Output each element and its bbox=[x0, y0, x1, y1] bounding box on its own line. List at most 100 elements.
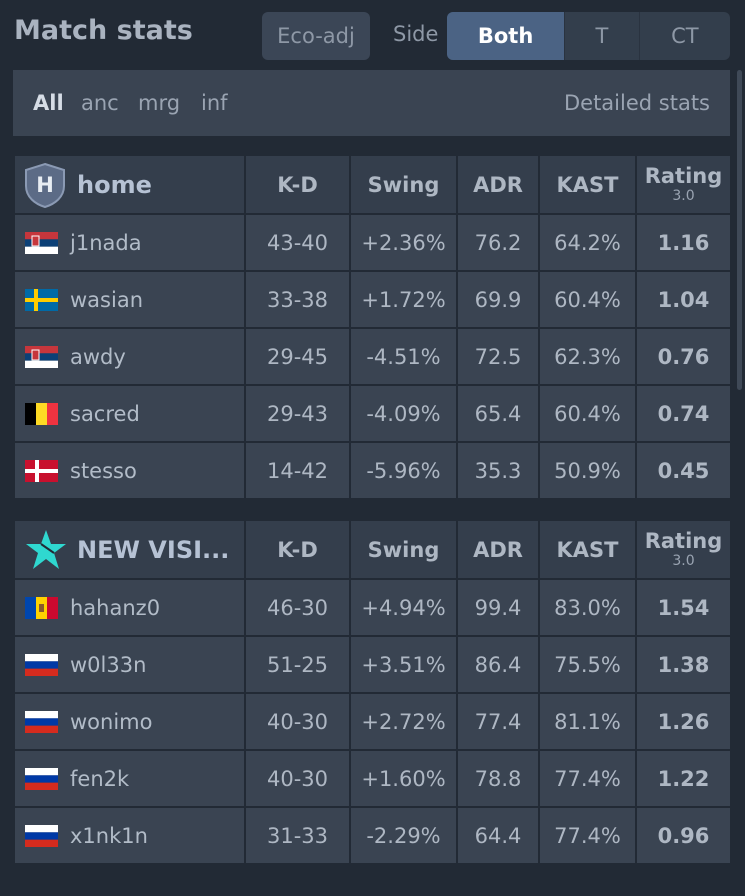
swing-value: +1.72% bbox=[349, 270, 458, 329]
adr-value: 76.2 bbox=[456, 213, 540, 272]
table-row[interactable]: fen2k 40-30 +1.60% 78.8 77.4% 1.22 bbox=[13, 749, 732, 808]
col-adr[interactable]: ADR bbox=[456, 519, 540, 580]
col-kd[interactable]: K-D bbox=[244, 519, 351, 580]
kd-value: 43-40 bbox=[244, 213, 351, 272]
col-kast[interactable]: KAST bbox=[538, 154, 637, 215]
swing-value: -5.96% bbox=[349, 441, 458, 500]
adr-value: 78.8 bbox=[456, 749, 540, 808]
kd-value: 31-33 bbox=[244, 806, 351, 865]
scrollbar[interactable] bbox=[737, 70, 742, 390]
table-row[interactable]: j1nada 43-40 +2.36% 76.2 64.2% 1.16 bbox=[13, 213, 732, 272]
kast-value: 81.1% bbox=[538, 692, 637, 751]
player-name[interactable]: awdy bbox=[70, 344, 126, 369]
player-name[interactable]: sacred bbox=[70, 401, 140, 426]
player-name[interactable]: wonimo bbox=[70, 709, 153, 734]
rating-value: 1.26 bbox=[635, 692, 732, 751]
col-swing[interactable]: Swing bbox=[349, 519, 458, 580]
detailed-stats-link[interactable]: Detailed stats bbox=[563, 91, 710, 115]
swing-value: +4.94% bbox=[349, 578, 458, 637]
rating-value: 0.74 bbox=[635, 384, 732, 443]
col-rating[interactable]: Rating 3.0 bbox=[635, 519, 732, 580]
russia-flag-icon bbox=[25, 710, 58, 733]
sweden-flag-icon bbox=[25, 288, 58, 311]
moldova-flag-icon bbox=[25, 596, 58, 619]
table-row[interactable]: hahanz0 46-30 +4.94% 99.4 83.0% 1.54 bbox=[13, 578, 732, 637]
kast-value: 62.3% bbox=[538, 327, 637, 386]
kast-value: 50.9% bbox=[538, 441, 637, 500]
kast-value: 75.5% bbox=[538, 635, 637, 694]
rating-value: 0.76 bbox=[635, 327, 732, 386]
col-adr[interactable]: ADR bbox=[456, 154, 540, 215]
map-filter-mrg[interactable]: mrg bbox=[138, 91, 181, 115]
serbia-flag-icon bbox=[25, 231, 58, 254]
rating-value: 1.16 bbox=[635, 213, 732, 272]
kast-value: 64.2% bbox=[538, 213, 637, 272]
table-row[interactable]: w0l33n 51-25 +3.51% 86.4 75.5% 1.38 bbox=[13, 635, 732, 694]
side-ct-button[interactable]: CT bbox=[671, 24, 699, 48]
map-filter-all[interactable]: All bbox=[33, 91, 64, 115]
team-header-cell: H home bbox=[13, 154, 246, 215]
table-row[interactable]: awdy 29-45 -4.51% 72.5 62.3% 0.76 bbox=[13, 327, 732, 386]
swing-value: -2.29% bbox=[349, 806, 458, 865]
side-t-button[interactable]: T bbox=[565, 12, 640, 60]
rating-value: 1.22 bbox=[635, 749, 732, 808]
kast-value: 60.4% bbox=[538, 270, 637, 329]
swing-value: +3.51% bbox=[349, 635, 458, 694]
player-name[interactable]: j1nada bbox=[70, 230, 142, 255]
player-name[interactable]: fen2k bbox=[70, 766, 130, 791]
team-name[interactable]: NEW VISI... bbox=[77, 535, 230, 564]
kd-value: 40-30 bbox=[244, 692, 351, 751]
col-swing[interactable]: Swing bbox=[349, 154, 458, 215]
map-filter-bar: All anc mrg inf Detailed stats bbox=[13, 70, 730, 136]
player-name[interactable]: x1nk1n bbox=[70, 823, 148, 848]
table-row[interactable]: x1nk1n 31-33 -2.29% 64.4 77.4% 0.96 bbox=[13, 806, 732, 865]
rating-value: 1.38 bbox=[635, 635, 732, 694]
top-bar: Match stats Eco-adj Side Both T CT bbox=[0, 0, 745, 70]
map-filter-inf[interactable]: inf bbox=[201, 91, 228, 115]
kd-value: 51-25 bbox=[244, 635, 351, 694]
table-row[interactable]: wonimo 40-30 +2.72% 77.4 81.1% 1.26 bbox=[13, 692, 732, 751]
star-logo-icon bbox=[23, 527, 67, 573]
adr-value: 64.4 bbox=[456, 806, 540, 865]
col-kast[interactable]: KAST bbox=[538, 519, 637, 580]
kd-value: 40-30 bbox=[244, 749, 351, 808]
russia-flag-icon bbox=[25, 824, 58, 847]
kast-value: 60.4% bbox=[538, 384, 637, 443]
side-selector: Both T CT bbox=[447, 12, 730, 60]
adr-value: 65.4 bbox=[456, 384, 540, 443]
team-shield-logo-icon: H bbox=[23, 162, 67, 208]
table-row[interactable]: wasian 33-38 +1.72% 69.9 60.4% 1.04 bbox=[13, 270, 732, 329]
denmark-flag-icon bbox=[25, 459, 58, 482]
col-kd[interactable]: K-D bbox=[244, 154, 351, 215]
player-name[interactable]: w0l33n bbox=[70, 652, 147, 677]
team-table-home: H home K-D Swing ADR KAST Rating 3.0 j1na… bbox=[13, 154, 732, 500]
player-name[interactable]: hahanz0 bbox=[70, 595, 161, 620]
kd-value: 46-30 bbox=[244, 578, 351, 637]
adr-value: 99.4 bbox=[456, 578, 540, 637]
kast-value: 77.4% bbox=[538, 806, 637, 865]
eco-adjust-toggle[interactable]: Eco-adj bbox=[262, 12, 370, 60]
page-title: Match stats bbox=[14, 15, 193, 46]
rating-value: 0.96 bbox=[635, 806, 732, 865]
kd-value: 14-42 bbox=[244, 441, 351, 500]
table-row[interactable]: sacred 29-43 -4.09% 65.4 60.4% 0.74 bbox=[13, 384, 732, 443]
player-name[interactable]: stesso bbox=[70, 458, 137, 483]
team-table-new-vision: NEW VISI... K-D Swing ADR KAST Rating 3.0… bbox=[13, 519, 732, 865]
adr-value: 77.4 bbox=[456, 692, 540, 751]
swing-value: +2.36% bbox=[349, 213, 458, 272]
kd-value: 33-38 bbox=[244, 270, 351, 329]
adr-value: 35.3 bbox=[456, 441, 540, 500]
team-name[interactable]: home bbox=[77, 170, 152, 199]
player-name[interactable]: wasian bbox=[70, 287, 143, 312]
side-both-button[interactable]: Both bbox=[447, 12, 566, 60]
russia-flag-icon bbox=[25, 653, 58, 676]
col-rating[interactable]: Rating 3.0 bbox=[635, 154, 732, 215]
table-row[interactable]: stesso 14-42 -5.96% 35.3 50.9% 0.45 bbox=[13, 441, 732, 500]
swing-value: +2.72% bbox=[349, 692, 458, 751]
rating-value: 1.04 bbox=[635, 270, 732, 329]
map-filter-anc[interactable]: anc bbox=[81, 91, 119, 115]
rating-value: 1.54 bbox=[635, 578, 732, 637]
kd-value: 29-43 bbox=[244, 384, 351, 443]
adr-value: 72.5 bbox=[456, 327, 540, 386]
swing-value: -4.51% bbox=[349, 327, 458, 386]
